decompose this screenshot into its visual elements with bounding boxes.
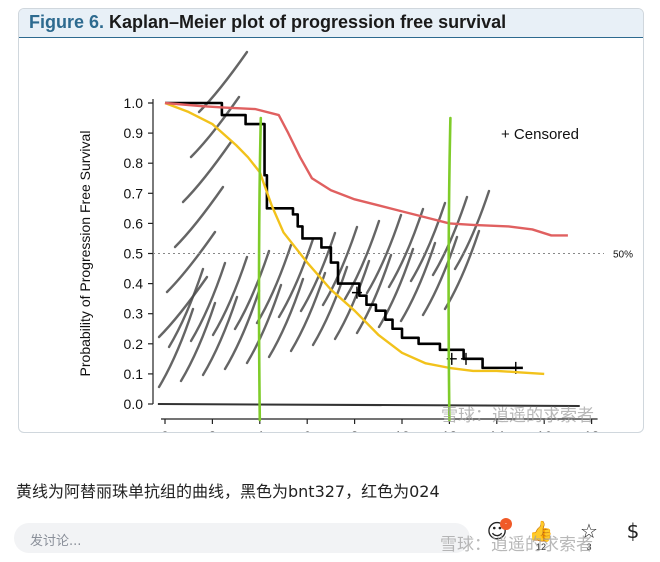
- hatch-stroke: [165, 230, 217, 294]
- bottom-bar: 发讨论... ☺ · 👍 12 ☆ 3 $ 雪球：逍遥的求索者: [0, 510, 660, 562]
- hatch-stroke: [255, 243, 293, 325]
- legend-censored: + Censored: [501, 126, 579, 143]
- y-axis-label: Probability of Progression Free Survival: [77, 131, 93, 377]
- favorite-count: 3: [586, 542, 592, 552]
- hatch-stroke: [409, 201, 447, 283]
- hatch-stroke: [189, 95, 241, 159]
- hatch-stroke: [157, 275, 209, 339]
- annotation-line: [447, 116, 452, 422]
- chart-axes: [146, 99, 604, 424]
- hatch-stroke: [267, 277, 305, 359]
- hatch-stroke: [233, 249, 271, 331]
- hatch-stroke: [277, 237, 315, 319]
- y-tick-label: 0.8: [124, 155, 144, 171]
- hatch-stroke: [321, 225, 359, 307]
- series-line-阿替丽珠单抗组: [164, 101, 545, 376]
- hatch-stroke: [333, 259, 371, 341]
- hatch-stroke: [223, 289, 261, 371]
- series-line-bnt327: [165, 101, 523, 370]
- chart-labels: 0.0 0.1 0.2 0.3 0.4 0.5 0.6 0.7 0.8 0.9 1.0 0 2 4 6 8 10…: [77, 95, 633, 433]
- hatch-stroke: [453, 189, 491, 271]
- hatch-stroke: [157, 307, 195, 389]
- x-tick-label: 2: [209, 428, 217, 433]
- x-tick-label: 18: [584, 428, 600, 433]
- hatch-stroke: [343, 219, 381, 301]
- censor-mark: [460, 352, 471, 365]
- hatch-stroke: [173, 185, 225, 249]
- hatch-stroke: [167, 267, 205, 349]
- reward-button[interactable]: $: [618, 520, 648, 558]
- hatch-stroke: [299, 231, 337, 313]
- hatch-stroke: [181, 140, 233, 204]
- y-tick-label: 0.7: [124, 185, 144, 201]
- figure-title-text: Kaplan–Meier plot of progression free su…: [109, 12, 507, 32]
- y-tick-label: 1.0: [124, 95, 144, 111]
- comment-button[interactable]: ☺ ·: [482, 518, 512, 558]
- favorite-button[interactable]: ☆ 3: [574, 520, 604, 558]
- hatch-stroke: [421, 235, 459, 317]
- x-tick-label: 4: [256, 428, 264, 433]
- x-tick-label: 6: [303, 428, 311, 433]
- figure-panel: Figure 6. Kaplan–Meier plot of progressi…: [18, 8, 644, 433]
- like-icon: 👍: [528, 519, 554, 543]
- zero-baseline: [157, 403, 580, 407]
- hatch-stroke: [197, 50, 249, 114]
- km-chart: 0.0 0.1 0.2 0.3 0.4 0.5 0.6 0.7 0.8 0.9 1.0 0 2 4 6 8 10…: [77, 50, 633, 433]
- like-count: 12: [535, 542, 546, 552]
- hatch-stroke: [179, 301, 217, 383]
- like-button[interactable]: 👍 12: [526, 520, 556, 558]
- star-icon: ☆: [580, 519, 598, 543]
- x-tick-label: 8: [351, 428, 359, 433]
- hatch-stroke: [245, 283, 283, 365]
- y-tick-label: 0.9: [124, 125, 144, 141]
- caption: 黄线为阿替丽珠单抗组的曲线，黑色为bnt327，红色为024: [16, 482, 440, 501]
- y-tick-label: 0.4: [124, 276, 144, 292]
- hatch-stroke: [189, 261, 227, 343]
- comment-input[interactable]: 发讨论...: [14, 523, 470, 553]
- notification-badge: ·: [500, 518, 512, 530]
- censor-mark: [351, 286, 362, 299]
- watermark-bar: 雪球：逍遥的求索者: [440, 535, 593, 555]
- x-tick-label: 14: [489, 428, 505, 433]
- y-tick-label: 0.1: [124, 366, 144, 382]
- y-tick-label: 0.6: [124, 215, 144, 231]
- watermark-figure: 雪球：逍遥的求索者: [441, 406, 594, 426]
- annotation-line: [257, 116, 263, 422]
- x-tick-label: 0: [161, 428, 169, 433]
- y-tick-label: 0.5: [124, 246, 144, 262]
- series-line-024: [164, 101, 568, 237]
- x-tick-label: 12: [442, 428, 458, 433]
- x-tick-label: 16: [536, 428, 552, 433]
- x-tick-label: 10: [394, 428, 410, 433]
- hatch-stroke: [355, 253, 393, 335]
- hatch-stroke: [211, 255, 249, 337]
- figure-header: Figure 6. Kaplan–Meier plot of progressi…: [19, 9, 643, 38]
- hatch-stroke: [201, 295, 239, 377]
- figure-title: Figure 6. Kaplan–Meier plot of progressi…: [29, 12, 506, 33]
- hatch-stroke: [399, 241, 437, 323]
- hatch-stroke: [311, 265, 349, 347]
- figure-label: Figure 6.: [29, 12, 105, 32]
- hatch-stroke: [365, 213, 403, 295]
- y-tick-label: 0.3: [124, 306, 144, 322]
- y-tick-label: 0.2: [124, 336, 144, 352]
- y-tick-label: 0.0: [124, 396, 144, 412]
- hatch-stroke: [377, 247, 415, 329]
- hatch-stroke: [387, 207, 425, 289]
- dollar-icon: $: [626, 519, 640, 543]
- hatch-stroke: [431, 195, 469, 277]
- comment-placeholder: 发讨论...: [30, 534, 82, 549]
- hatch-stroke: [289, 271, 327, 353]
- chart-series: [164, 101, 568, 422]
- reference-label: 50%: [613, 250, 633, 261]
